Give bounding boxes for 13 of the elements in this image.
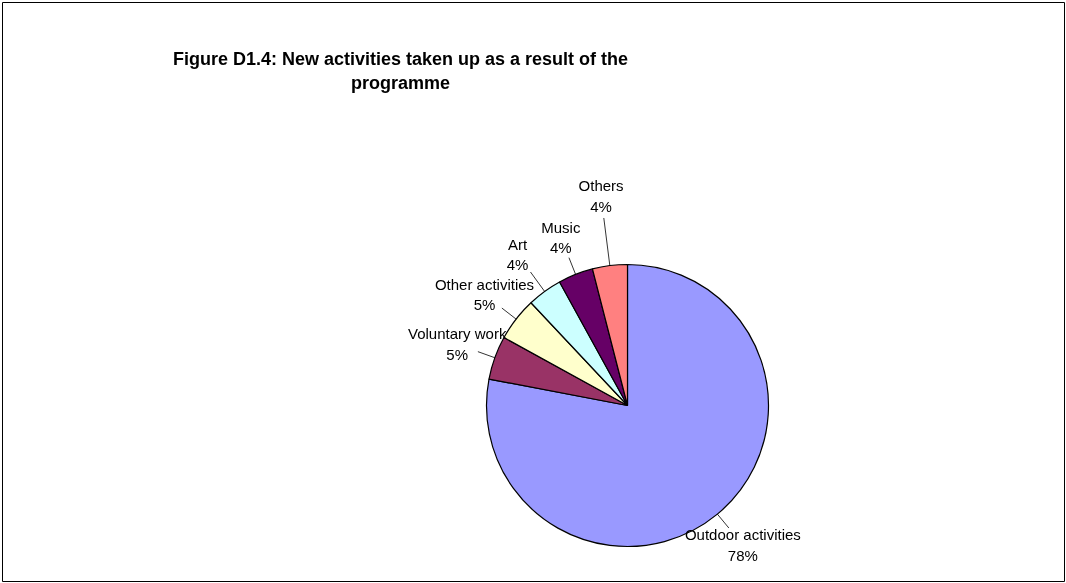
data-label: 5% <box>446 345 469 363</box>
data-label: 4% <box>550 238 572 256</box>
slice-label: Others <box>578 177 624 195</box>
chart-title: Figure D1.4: New activities taken up as a result of the programme <box>172 48 629 93</box>
slice-label: Outdoor activities <box>684 526 801 544</box>
slice-label: Other activities <box>434 275 535 293</box>
data-label: 78% <box>727 546 758 564</box>
data-label: 4% <box>590 197 612 215</box>
data-label: 5% <box>473 296 496 314</box>
slice-label: Music <box>541 218 581 236</box>
slice-label: Voluntary work <box>408 325 507 343</box>
slice-label: Art <box>508 235 528 253</box>
data-label: 4% <box>506 255 529 273</box>
